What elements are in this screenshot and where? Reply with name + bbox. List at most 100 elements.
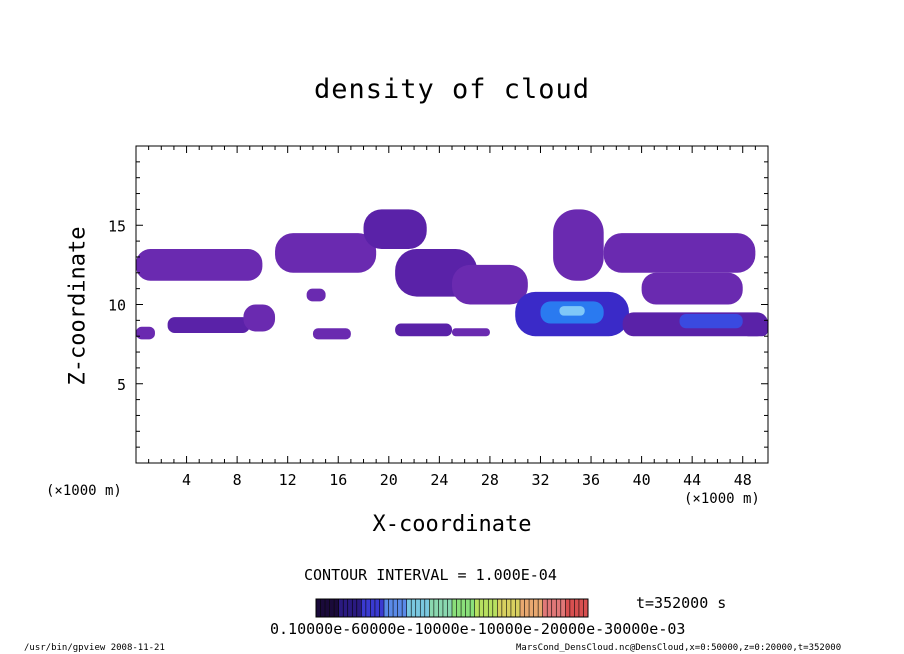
cloud-region-20 (742, 323, 768, 337)
colorbar-cell (447, 599, 452, 617)
colorbar-cell (542, 599, 548, 617)
colorbar-cell (560, 599, 566, 617)
x-tick-label: 32 (531, 471, 549, 489)
cloud-region-14 (559, 306, 585, 316)
colorbar (315, 598, 589, 618)
colorbar-cell (452, 599, 457, 617)
colorbar-cell (370, 599, 375, 617)
colorbar-cell (578, 599, 584, 617)
colorbar-cell (411, 599, 416, 617)
colorbar-cell (379, 599, 384, 617)
colorbar-cell (492, 599, 498, 617)
x-tick-label: 28 (481, 471, 499, 489)
colorbar-cell (510, 599, 516, 617)
colorbar-cell (470, 599, 475, 617)
colorbar-cell (569, 599, 575, 617)
colorbar-cell (515, 599, 520, 617)
cloud-region-3 (243, 304, 276, 332)
colorbar-cell (547, 599, 552, 617)
colorbar-cell (343, 599, 348, 617)
colorbar-cell (365, 599, 371, 617)
cloud-region-17 (641, 272, 743, 305)
colorbar-cell (406, 599, 412, 617)
colorbar-cell (529, 599, 534, 617)
colorbar-tick-labels: 0.10000e-60000e-10000e-10000e-20000e-300… (270, 620, 686, 638)
cloud-region-4 (275, 233, 377, 273)
x-unit-right: (×1000 m) (684, 491, 760, 507)
colorbar-cell (429, 599, 434, 617)
cloud-region-5 (363, 209, 427, 250)
colorbar-cell (420, 599, 425, 617)
time-label: t=352000 s (636, 594, 727, 612)
colorbar-cell (329, 599, 335, 617)
chart-title: density of cloud (313, 74, 591, 105)
y-tick-label: 5 (117, 376, 126, 394)
cloud-region-2 (167, 317, 250, 334)
colorbar-cell (483, 599, 489, 617)
colorbar-cell (497, 599, 502, 617)
x-tick-label: 20 (380, 471, 398, 489)
colorbar-cell (433, 599, 439, 617)
colorbar-cell (551, 599, 557, 617)
colorbar-cell (474, 599, 480, 617)
colorbar-cell (374, 599, 380, 617)
x-tick-label: 4 (182, 471, 191, 489)
x-tick-label: 16 (329, 471, 347, 489)
x-tick-label: 36 (582, 471, 600, 489)
x-tick-label: 40 (633, 471, 651, 489)
y-tick-label: 15 (108, 217, 126, 235)
colorbar-cell (574, 599, 579, 617)
footer-left: /usr/bin/gpview 2008-11-21 (24, 643, 165, 653)
cloud-region-10 (395, 323, 452, 337)
colorbar-cell (520, 599, 525, 617)
colorbar-cell (438, 599, 443, 617)
cloud-region-6 (306, 288, 326, 302)
cloud-region-1 (136, 326, 155, 340)
colorbar-cell (461, 599, 466, 617)
x-tick-label: 44 (683, 471, 701, 489)
colorbar-cell (465, 599, 471, 617)
y-tick-label: 10 (108, 297, 126, 315)
cloud-region-7 (312, 328, 351, 340)
colorbar-cell (415, 599, 421, 617)
cloud-region-0 (136, 249, 263, 281)
colorbar-cell (565, 599, 570, 617)
colorbar-frame (315, 598, 589, 618)
colorbar-cell (488, 599, 493, 617)
x-axis-label-text: X-coordinate (372, 512, 532, 537)
x-axis: 4 8 12 16 20 24 28 32 36 40 44 48 (135, 146, 769, 489)
colorbar-cell (325, 599, 330, 617)
cloud-region-9 (452, 264, 528, 305)
colorbar-cell (356, 599, 362, 617)
x-tick-label: 48 (734, 471, 752, 489)
colorbar-cell (361, 599, 366, 617)
x-unit-left: (×1000 m) (46, 483, 122, 499)
colorbar-cell (320, 599, 326, 617)
colorbar-cell (352, 599, 357, 617)
colorbar-cell (384, 599, 389, 617)
colorbar-cell (442, 599, 448, 617)
y-axis-label: Z-coordinate (65, 226, 91, 386)
colorbar-cell (583, 599, 588, 617)
colorbar-cell (556, 599, 561, 617)
colorbar-cell (538, 599, 543, 617)
cloud-region-15 (553, 209, 604, 281)
y-axis: 5 10 15 (108, 145, 768, 464)
cloud-field (136, 209, 768, 340)
contour-interval-label: CONTOUR INTERVAL = 1.000E-04 (304, 566, 557, 584)
x-tick-label: 12 (279, 471, 297, 489)
cloud-region-19 (679, 314, 743, 329)
colorbar-cell (397, 599, 403, 617)
colorbar-cell (334, 599, 339, 617)
x-tick-label: 24 (430, 471, 448, 489)
colorbar-cell (402, 599, 407, 617)
x-tick-label: 8 (233, 471, 242, 489)
colorbar-cell (501, 599, 507, 617)
colorbar-cell (456, 599, 462, 617)
cloud-region-11 (452, 328, 490, 337)
colorbar-cell (533, 599, 539, 617)
colorbar-cell (506, 599, 511, 617)
colorbar-cell (316, 599, 321, 617)
colorbar-cell (393, 599, 398, 617)
